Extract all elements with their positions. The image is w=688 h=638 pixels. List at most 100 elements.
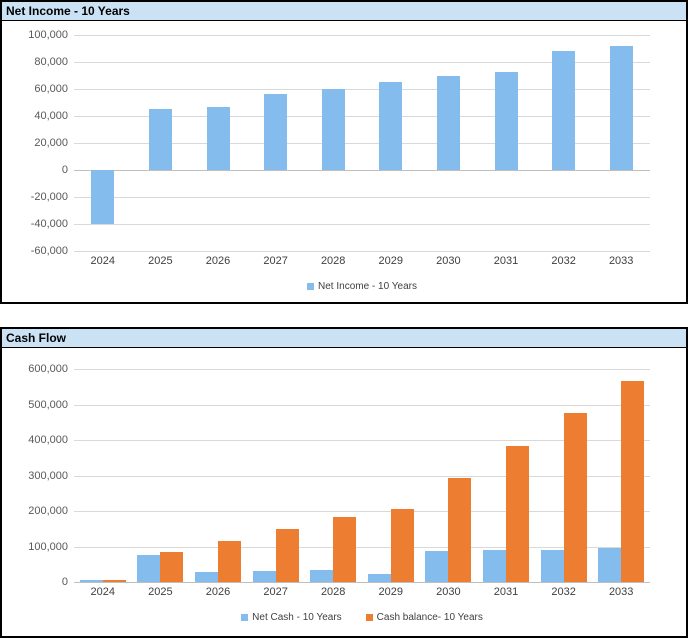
bar-net-cash-10-years-2027 bbox=[252, 571, 276, 582]
gridline bbox=[74, 143, 650, 144]
y-tick-label: -20,000 bbox=[30, 191, 68, 203]
x-tick-label: 2032 bbox=[551, 255, 576, 267]
legend-entry: Net Cash - 10 Years bbox=[241, 612, 342, 623]
y-tick-label: 0 bbox=[61, 576, 68, 588]
bar-cash-balance-10-years-2032 bbox=[563, 413, 587, 582]
y-tick-label: 500,000 bbox=[28, 399, 68, 411]
gridline bbox=[74, 224, 650, 225]
gridline bbox=[74, 440, 650, 441]
y-tick-label: 400,000 bbox=[28, 434, 68, 446]
bar-cash-balance-10-years-2031 bbox=[506, 446, 529, 582]
y-tick-label: 20,000 bbox=[34, 137, 68, 149]
bar-net-income-10-years-2025 bbox=[148, 109, 172, 171]
bar-net-cash-10-years-2024 bbox=[79, 579, 103, 582]
bar-net-cash-10-years-2030 bbox=[425, 550, 449, 582]
y-tick-label: 600,000 bbox=[28, 363, 68, 375]
x-tick-label: 2024 bbox=[90, 586, 116, 598]
cash-flow-chart-title: Cash Flow bbox=[2, 329, 686, 348]
x-tick-label: 2030 bbox=[436, 255, 461, 267]
gridline bbox=[74, 62, 650, 63]
x-tick-label: 2025 bbox=[148, 255, 173, 267]
cash-flow-plot: 600,000 500,000 400,000 300,000 200,000 100,0… bbox=[2, 348, 686, 636]
y-tick-label: 60,000 bbox=[34, 83, 68, 95]
bar-net-income-10-years-2029 bbox=[379, 82, 403, 171]
bar-net-cash-10-years-2025 bbox=[137, 555, 161, 582]
y-tick-label: 100,000 bbox=[28, 29, 68, 41]
bar-cash-balance-10-years-2033 bbox=[621, 381, 645, 582]
bar-cash-balance-10-years-2025 bbox=[160, 551, 184, 582]
x-tick-label: 2027 bbox=[263, 255, 288, 267]
gridline bbox=[74, 35, 650, 36]
legend-entry: Cash balance- 10 Years bbox=[365, 612, 483, 623]
x-tick-label: 2033 bbox=[608, 586, 634, 598]
y-tick-label: -60,000 bbox=[30, 245, 68, 257]
bar-net-income-10-years-2033 bbox=[609, 45, 633, 170]
bar-net-income-10-years-2026 bbox=[206, 106, 230, 170]
bar-net-cash-10-years-2026 bbox=[195, 571, 218, 582]
y-tick-label: 300,000 bbox=[28, 470, 68, 482]
net-income-chart-title: Net Income - 10 Years bbox=[2, 2, 686, 21]
bar-net-income-10-years-2028 bbox=[321, 89, 345, 170]
y-tick-label: 80,000 bbox=[34, 56, 68, 68]
x-tick-label: 2033 bbox=[608, 255, 634, 267]
legend-entry: Net Income - 10 Years bbox=[307, 281, 417, 292]
bar-net-cash-10-years-2033 bbox=[598, 548, 622, 582]
cash-flow-chart-panel: Cash Flow 600,000 500,000 400,000 300,000 20… bbox=[0, 327, 688, 638]
gridline bbox=[74, 476, 650, 477]
bar-net-income-10-years-2031 bbox=[494, 71, 518, 170]
legend-label: Net Cash - 10 Years bbox=[252, 612, 342, 623]
bar-net-income-10-years-2032 bbox=[552, 51, 576, 170]
y-tick-label: 100,000 bbox=[28, 541, 68, 553]
gridline bbox=[74, 511, 650, 512]
gridline bbox=[74, 197, 650, 198]
bar-cash-balance-10-years-2030 bbox=[448, 478, 472, 582]
chart-legend: Net Income - 10 Years bbox=[74, 281, 650, 292]
x-tick-label: 2026 bbox=[205, 255, 231, 267]
bar-net-income-10-years-2027 bbox=[264, 94, 288, 170]
zero-gridline bbox=[74, 170, 650, 171]
gridline bbox=[74, 547, 650, 548]
x-tick-label: 2027 bbox=[263, 586, 288, 598]
legend-label: Cash balance- 10 Years bbox=[376, 612, 483, 623]
x-tick-label: 2024 bbox=[90, 255, 116, 267]
gridline bbox=[74, 89, 650, 90]
gridline bbox=[74, 405, 650, 406]
gridline bbox=[74, 251, 650, 252]
bar-cash-balance-10-years-2028 bbox=[333, 517, 357, 582]
bar-net-income-10-years-2024 bbox=[91, 170, 115, 224]
x-tick-label: 2028 bbox=[320, 586, 346, 598]
y-tick-label: -40,000 bbox=[30, 218, 68, 230]
zero-gridline bbox=[74, 582, 650, 583]
bar-cash-balance-10-years-2024 bbox=[102, 579, 126, 582]
chart-legend: Net Cash - 10 Years Cash balance- 10 Year… bbox=[74, 612, 650, 623]
legend-swatch-icon bbox=[241, 614, 249, 621]
bar-cash-balance-10-years-2029 bbox=[390, 509, 414, 582]
legend-swatch-icon bbox=[365, 614, 373, 621]
y-tick-label: 0 bbox=[61, 164, 68, 176]
x-tick-label: 2031 bbox=[493, 586, 519, 598]
x-tick-label: 2029 bbox=[378, 255, 404, 267]
bar-net-cash-10-years-2032 bbox=[540, 549, 564, 582]
bar-cash-balance-10-years-2026 bbox=[218, 540, 241, 582]
legend-swatch-icon bbox=[307, 283, 315, 290]
gridline bbox=[74, 369, 650, 370]
y-tick-label: 200,000 bbox=[28, 505, 68, 517]
y-tick-label: 40,000 bbox=[34, 110, 68, 122]
x-tick-label: 2030 bbox=[436, 586, 461, 598]
bar-net-income-10-years-2030 bbox=[436, 75, 460, 170]
x-tick-label: 2029 bbox=[378, 586, 404, 598]
net-income-chart-panel: Net Income - 10 Years 100,000 80,000 60,00… bbox=[0, 0, 688, 304]
bar-net-cash-10-years-2031 bbox=[483, 549, 506, 582]
x-tick-label: 2031 bbox=[493, 255, 519, 267]
x-tick-label: 2025 bbox=[148, 586, 173, 598]
net-income-plot: 100,000 80,000 60,000 40,000 20,000 0 -20,000 -… bbox=[2, 21, 686, 302]
legend-label: Net Income - 10 Years bbox=[318, 281, 417, 292]
x-tick-label: 2032 bbox=[551, 586, 576, 598]
x-tick-label: 2026 bbox=[205, 586, 231, 598]
x-tick-label: 2028 bbox=[320, 255, 346, 267]
bar-net-cash-10-years-2029 bbox=[367, 574, 391, 582]
bar-cash-balance-10-years-2027 bbox=[275, 528, 299, 583]
bar-net-cash-10-years-2028 bbox=[310, 570, 334, 582]
gridline bbox=[74, 116, 650, 117]
